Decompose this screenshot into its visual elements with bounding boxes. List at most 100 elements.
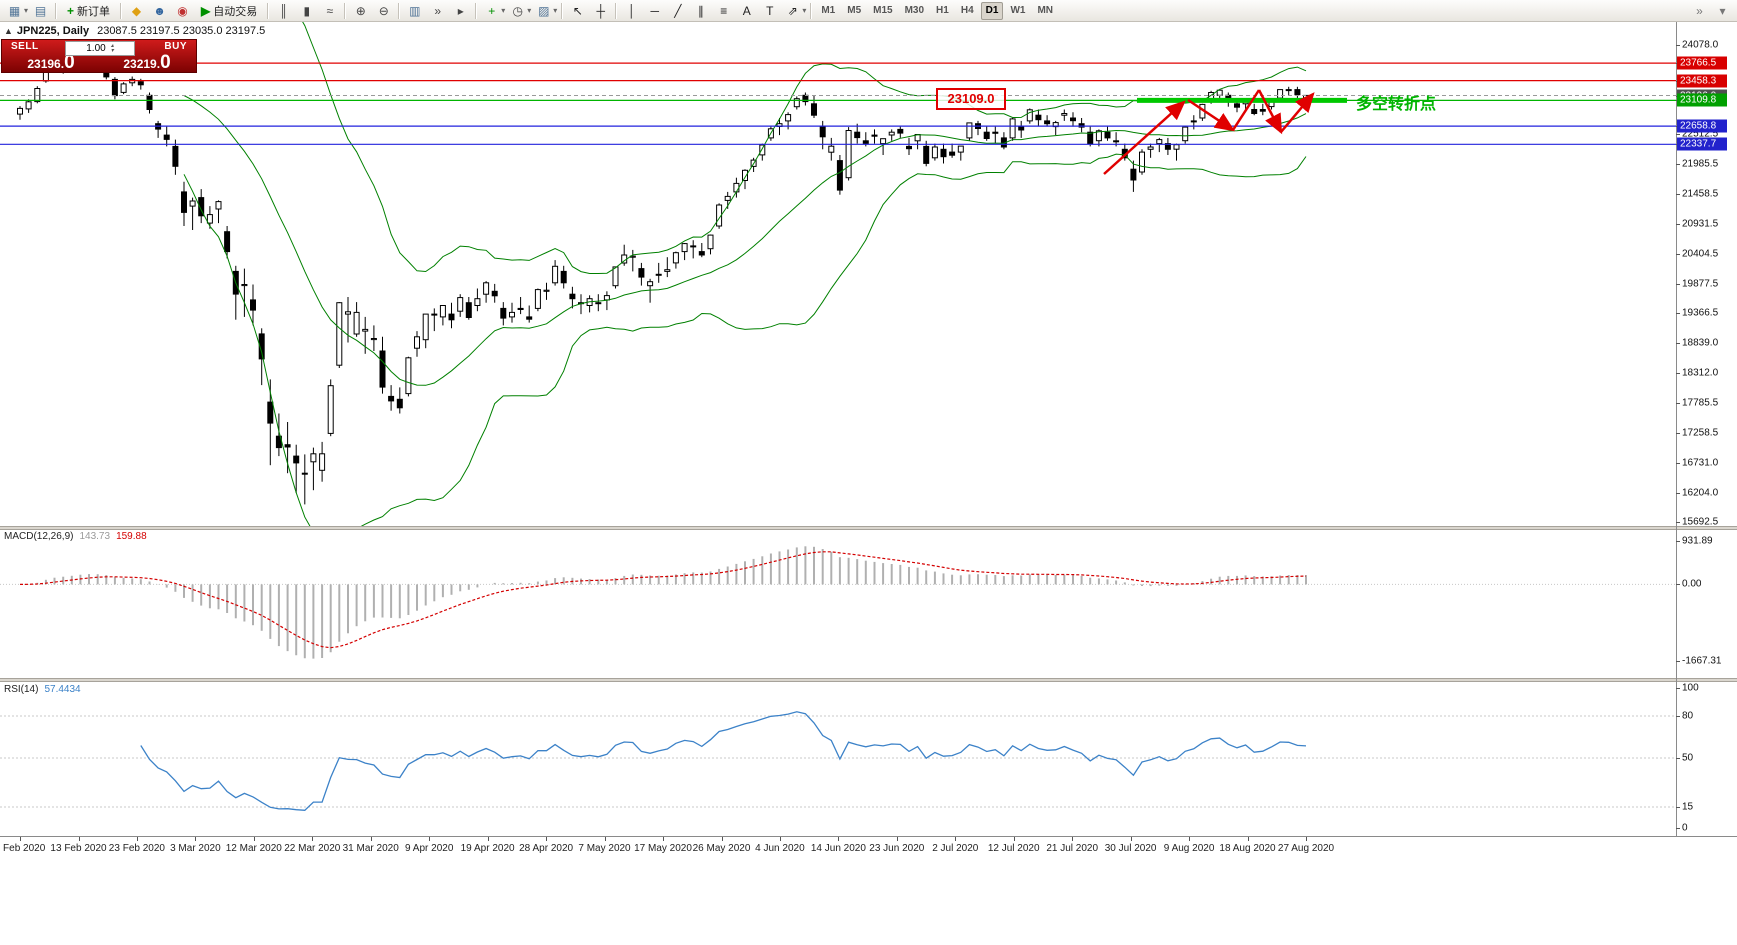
date-label: 27 Aug 2020 [1277,843,1335,854]
toolbar-overflow-icon[interactable]: » [1696,3,1703,18]
timeframe-m15[interactable]: M15 [873,4,893,16]
macd-plot [0,546,1676,659]
scale-tick [1676,432,1680,434]
auto-scroll-icon[interactable]: » [434,3,442,18]
chevron-down-icon[interactable]: ▾ [553,6,558,15]
panel-separator[interactable] [0,678,1737,682]
crosshair-icon[interactable]: ┼ [596,3,606,18]
chart-shift-icon[interactable]: ▸ [457,3,464,18]
scale-tick [1676,224,1680,226]
timeframe-m30[interactable]: M30 [904,4,925,16]
scale-tick [1676,492,1680,494]
date-label: 3 Mar 2020 [170,843,221,854]
date-tick [955,837,957,841]
macd-title: MACD(12,26,9) [4,531,74,542]
macd-histogram [27,546,1307,659]
one-click-collapse-toggle[interactable]: ▲ [4,26,13,36]
toolbar-separator [810,2,813,19]
horizontal-line-icon[interactable]: ─ [650,3,660,18]
scale-label: 100 [1682,682,1699,694]
scale-label: 50 [1682,752,1694,764]
autotrading-button-label: 自动交易 [213,5,258,18]
scale-tick [1676,716,1680,717]
price-tag: 22658.8 [1677,119,1727,133]
new-chart-icon[interactable]: ▦ [8,3,21,18]
timeframe-m5[interactable]: M5 [847,4,862,16]
lot-spinner[interactable]: ▴ ▾ [110,42,114,54]
scale-label: 20931.5 [1682,218,1719,230]
date-label: 21 Jul 2020 [1046,843,1099,854]
connection-icon[interactable]: ◉ [177,3,188,18]
price-scale-border [1676,22,1677,836]
trendline-icon[interactable]: ╱ [674,3,682,18]
date-label: 9 Aug 2020 [1163,843,1215,854]
scale-label: 20404.5 [1682,248,1719,260]
date-tick [20,837,21,841]
timeframe-m1[interactable]: M1 [821,4,836,16]
new-order-icon: + [67,3,75,18]
scale-tick [1676,758,1680,759]
line-chart-icon[interactable]: ≈ [326,3,334,18]
scale-tick [1676,284,1680,286]
date-label: 19 Apr 2020 [460,843,515,854]
equidistant-channel-icon[interactable]: ∥ [697,3,704,18]
chevron-down-icon[interactable]: ▾ [24,6,29,15]
bar-chart-icon[interactable]: ║ [279,3,289,18]
timeframe-h1[interactable]: H1 [936,4,949,16]
rsi-plot [0,711,1676,811]
timeframe-h4[interactable]: H4 [960,4,974,16]
spinner-up-icon[interactable]: ▴ [110,42,114,49]
text-icon[interactable]: A [742,3,751,18]
timeframes-icon[interactable]: ◷ [512,3,524,18]
horizontal-lines[interactable] [0,62,1676,145]
chevron-down-icon[interactable]: ▾ [802,6,807,15]
toolbar-separator [475,2,478,19]
date-label: 30 Jul 2020 [1104,843,1157,854]
community-icon[interactable]: ☻ [153,3,166,18]
scale-tick [1676,194,1680,196]
timeframe-mn[interactable]: MN [1037,4,1053,16]
trend-arrows[interactable] [1103,89,1315,175]
turning-point-label[interactable]: 多空转折点 [1356,96,1437,113]
fibonacci-icon[interactable]: ≡ [720,3,728,18]
text-label-icon[interactable]: T [766,3,774,18]
sell-button[interactable]: SELL 23196.0 [2,40,100,72]
zoom-in-icon[interactable]: ⊕ [355,3,366,18]
panel-separator[interactable] [0,526,1737,530]
zoom-out-icon[interactable]: ⊖ [378,3,389,18]
macd-header: MACD(12,26,9) 143.73 159.88 [4,531,147,542]
chevron-down-icon[interactable]: ▾ [527,6,532,15]
lot-value: 1.00 [86,43,106,54]
new-order-button[interactable]: + 新订单 [60,1,117,21]
mql5-icon[interactable]: ◆ [131,3,142,18]
price-annotation-box[interactable]: 23109.0 [936,88,1006,110]
rsi-header: RSI(14) 57.4434 [4,684,81,695]
scale-label: 0 [1682,822,1688,834]
timeframe-w1[interactable]: W1 [1010,4,1026,16]
indicators-icon[interactable]: + [488,3,496,18]
spinner-down-icon[interactable]: ▾ [110,47,114,54]
buy-button[interactable]: BUY 23219.0 [98,40,196,72]
scale-tick [1676,343,1680,345]
chart-profiles-icon[interactable]: ▤ [34,3,47,18]
date-label: 23 Jun 2020 [869,843,925,854]
lot-size-input[interactable]: 1.00 ▴ ▾ [65,41,135,56]
candlestick-chart-icon[interactable]: ▮ [303,3,311,18]
autotrading-button[interactable]: ▶ 自动交易 [194,1,264,21]
toolbar-options-icon[interactable]: ▾ [1719,3,1726,18]
cursor-icon[interactable]: ↖ [572,3,583,18]
arrows-tool-icon[interactable]: ⇗ [787,3,798,18]
chevron-down-icon[interactable]: ▾ [501,6,506,15]
one-click-trading-panel: SELL 23196.0 BUY 23219.0 1.00 ▴ ▾ [1,39,197,73]
timeframe-d1[interactable]: D1 [980,1,1004,20]
scale-tick [1676,828,1680,829]
vertical-line-icon[interactable]: │ [628,3,636,18]
sell-price: 23196.0 [27,52,75,73]
templates-icon[interactable]: ▨ [538,3,550,18]
date-label: 28 Apr 2020 [519,843,574,854]
scale-label: 931.89 [1682,535,1713,547]
tile-windows-icon[interactable]: ▥ [409,3,421,18]
